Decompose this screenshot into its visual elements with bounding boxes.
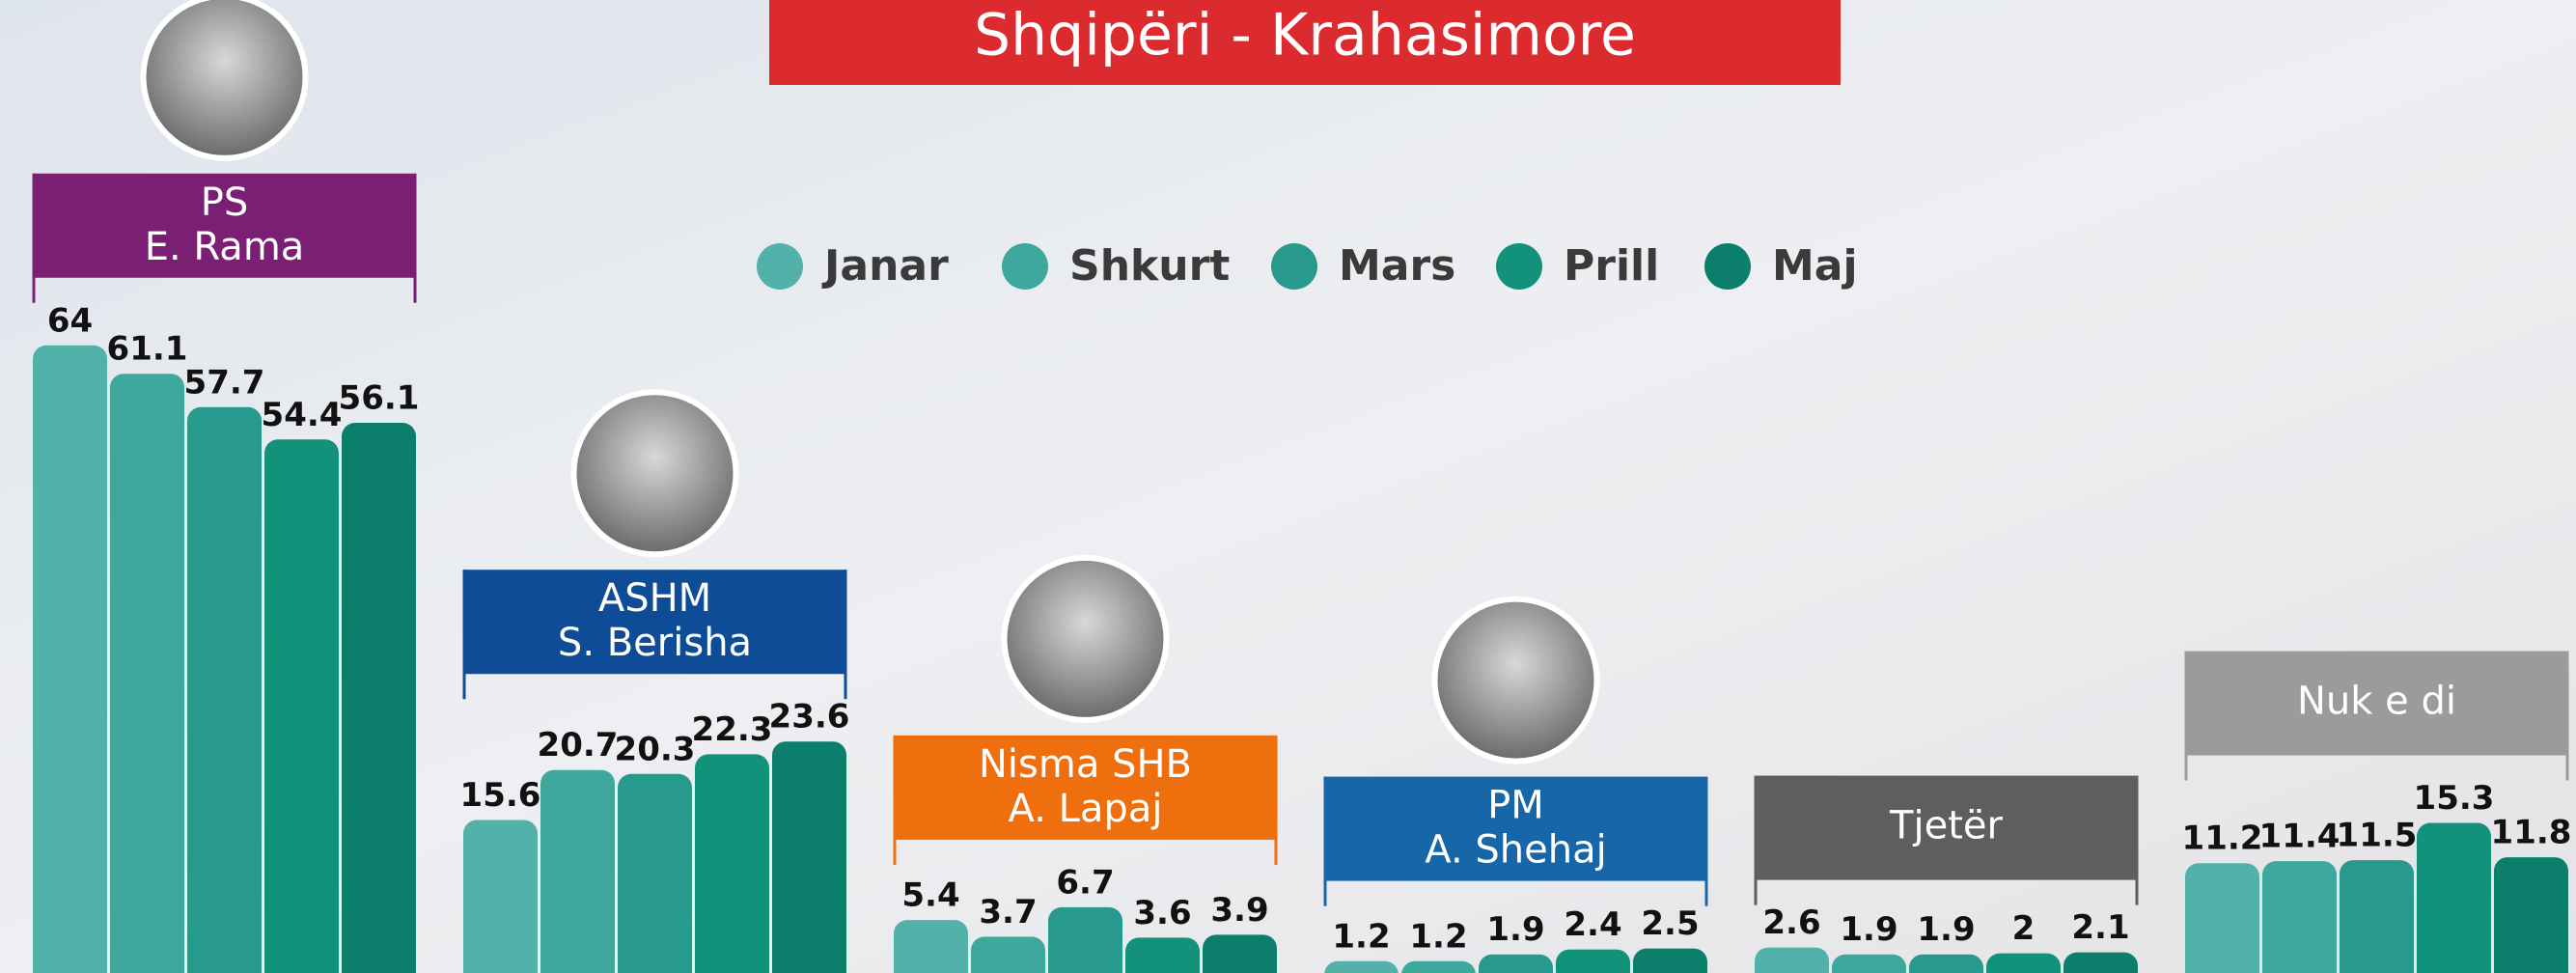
value-label: 57.7 — [184, 363, 265, 402]
bar — [1479, 954, 1553, 973]
bar — [540, 769, 615, 973]
bar — [1986, 953, 2061, 973]
category-label: PM — [1487, 784, 1544, 828]
value-label: 64 — [47, 301, 93, 340]
value-label: 20.3 — [615, 730, 696, 768]
bar — [2064, 952, 2138, 973]
value-label: 1.9 — [1917, 910, 1975, 949]
photo — [570, 389, 739, 558]
bar — [2340, 860, 2414, 973]
category-label: ASHM — [598, 576, 711, 621]
legend-swatch — [1704, 243, 1751, 290]
value-label: 15.6 — [460, 776, 541, 815]
category-box — [1324, 776, 1707, 881]
value-label: 2.1 — [2071, 908, 2129, 947]
value-label: 20.7 — [538, 726, 619, 764]
value-label: 61.1 — [107, 330, 188, 369]
legend-swatch — [1002, 243, 1048, 290]
value-label: 23.6 — [769, 698, 850, 737]
legend-label: Janar — [821, 241, 949, 291]
bar — [2494, 857, 2568, 973]
category-label: PS — [201, 181, 249, 225]
bar — [1832, 954, 1906, 973]
value-label: 3.6 — [1133, 894, 1191, 932]
bar — [2185, 863, 2259, 973]
leader-label: A. Lapaj — [1009, 787, 1163, 831]
bar — [2417, 822, 2491, 973]
value-label: 2.6 — [1762, 904, 1820, 942]
leader-label: E. Rama — [145, 225, 305, 269]
photo — [1431, 596, 1600, 764]
legend-swatch — [1496, 243, 1542, 290]
bar — [1556, 949, 1630, 973]
value-label: 1.9 — [1840, 910, 1897, 949]
value-label: 3.9 — [1210, 891, 1268, 930]
value-label: 2.5 — [1641, 904, 1699, 943]
bar — [1401, 960, 1476, 973]
value-label: 1.2 — [1332, 917, 1390, 956]
value-label: 54.4 — [262, 396, 343, 434]
chart-title: Shqipëri - Krahasimore — [974, 2, 1636, 70]
bar — [1203, 934, 1277, 973]
value-label: 3.7 — [979, 893, 1037, 931]
bar — [1633, 948, 1707, 973]
bar — [894, 920, 968, 973]
value-label: 56.1 — [339, 379, 420, 418]
category-box — [894, 735, 1277, 840]
category-label: Nisma SHB — [979, 742, 1192, 787]
bar — [1755, 947, 1829, 973]
value-label: 2.4 — [1564, 905, 1621, 944]
value-label: 5.4 — [901, 876, 959, 915]
category-label: Tjetër — [1889, 804, 2003, 848]
category-box — [463, 570, 846, 675]
leader-label: S. Berisha — [558, 621, 752, 665]
leader-label: A. Shehaj — [1425, 828, 1606, 873]
category-box — [1755, 775, 2138, 880]
bar — [1909, 954, 1983, 973]
value-label: 1.9 — [1486, 910, 1544, 949]
value-label: 11.8 — [2491, 814, 2572, 852]
bar — [618, 773, 692, 973]
bar — [264, 439, 339, 973]
bar — [695, 754, 769, 973]
category-box — [33, 173, 416, 278]
bar — [342, 423, 416, 973]
value-label: 15.3 — [2414, 779, 2495, 818]
bar — [772, 741, 846, 973]
bar — [2262, 861, 2337, 973]
bar — [1324, 960, 1399, 973]
title-box — [769, 0, 1841, 85]
bar — [110, 374, 184, 973]
category-label: Nuk e di — [2297, 680, 2456, 724]
bar — [463, 820, 538, 973]
value-label: 11.5 — [2337, 817, 2418, 855]
legend-swatch — [1271, 243, 1317, 290]
legend-label: Maj — [1772, 241, 1858, 291]
value-label: 11.4 — [2259, 818, 2341, 856]
value-label: 22.3 — [692, 710, 773, 749]
bar — [971, 936, 1045, 973]
value-label: 1.2 — [1409, 917, 1467, 956]
value-label: 6.7 — [1056, 863, 1114, 902]
bar — [33, 345, 107, 973]
legend-label: Mars — [1339, 241, 1455, 291]
bar — [1125, 937, 1200, 973]
value-label: 2 — [2012, 909, 2036, 948]
legend-label: Prill — [1564, 241, 1659, 291]
legend-label: Shkurt — [1069, 241, 1230, 291]
photo — [140, 0, 309, 161]
value-label: 11.2 — [2182, 820, 2263, 858]
category-box — [2185, 651, 2568, 756]
legend-swatch — [757, 243, 803, 290]
bar — [1048, 906, 1122, 973]
bar — [187, 406, 262, 973]
photo — [1001, 554, 1170, 723]
